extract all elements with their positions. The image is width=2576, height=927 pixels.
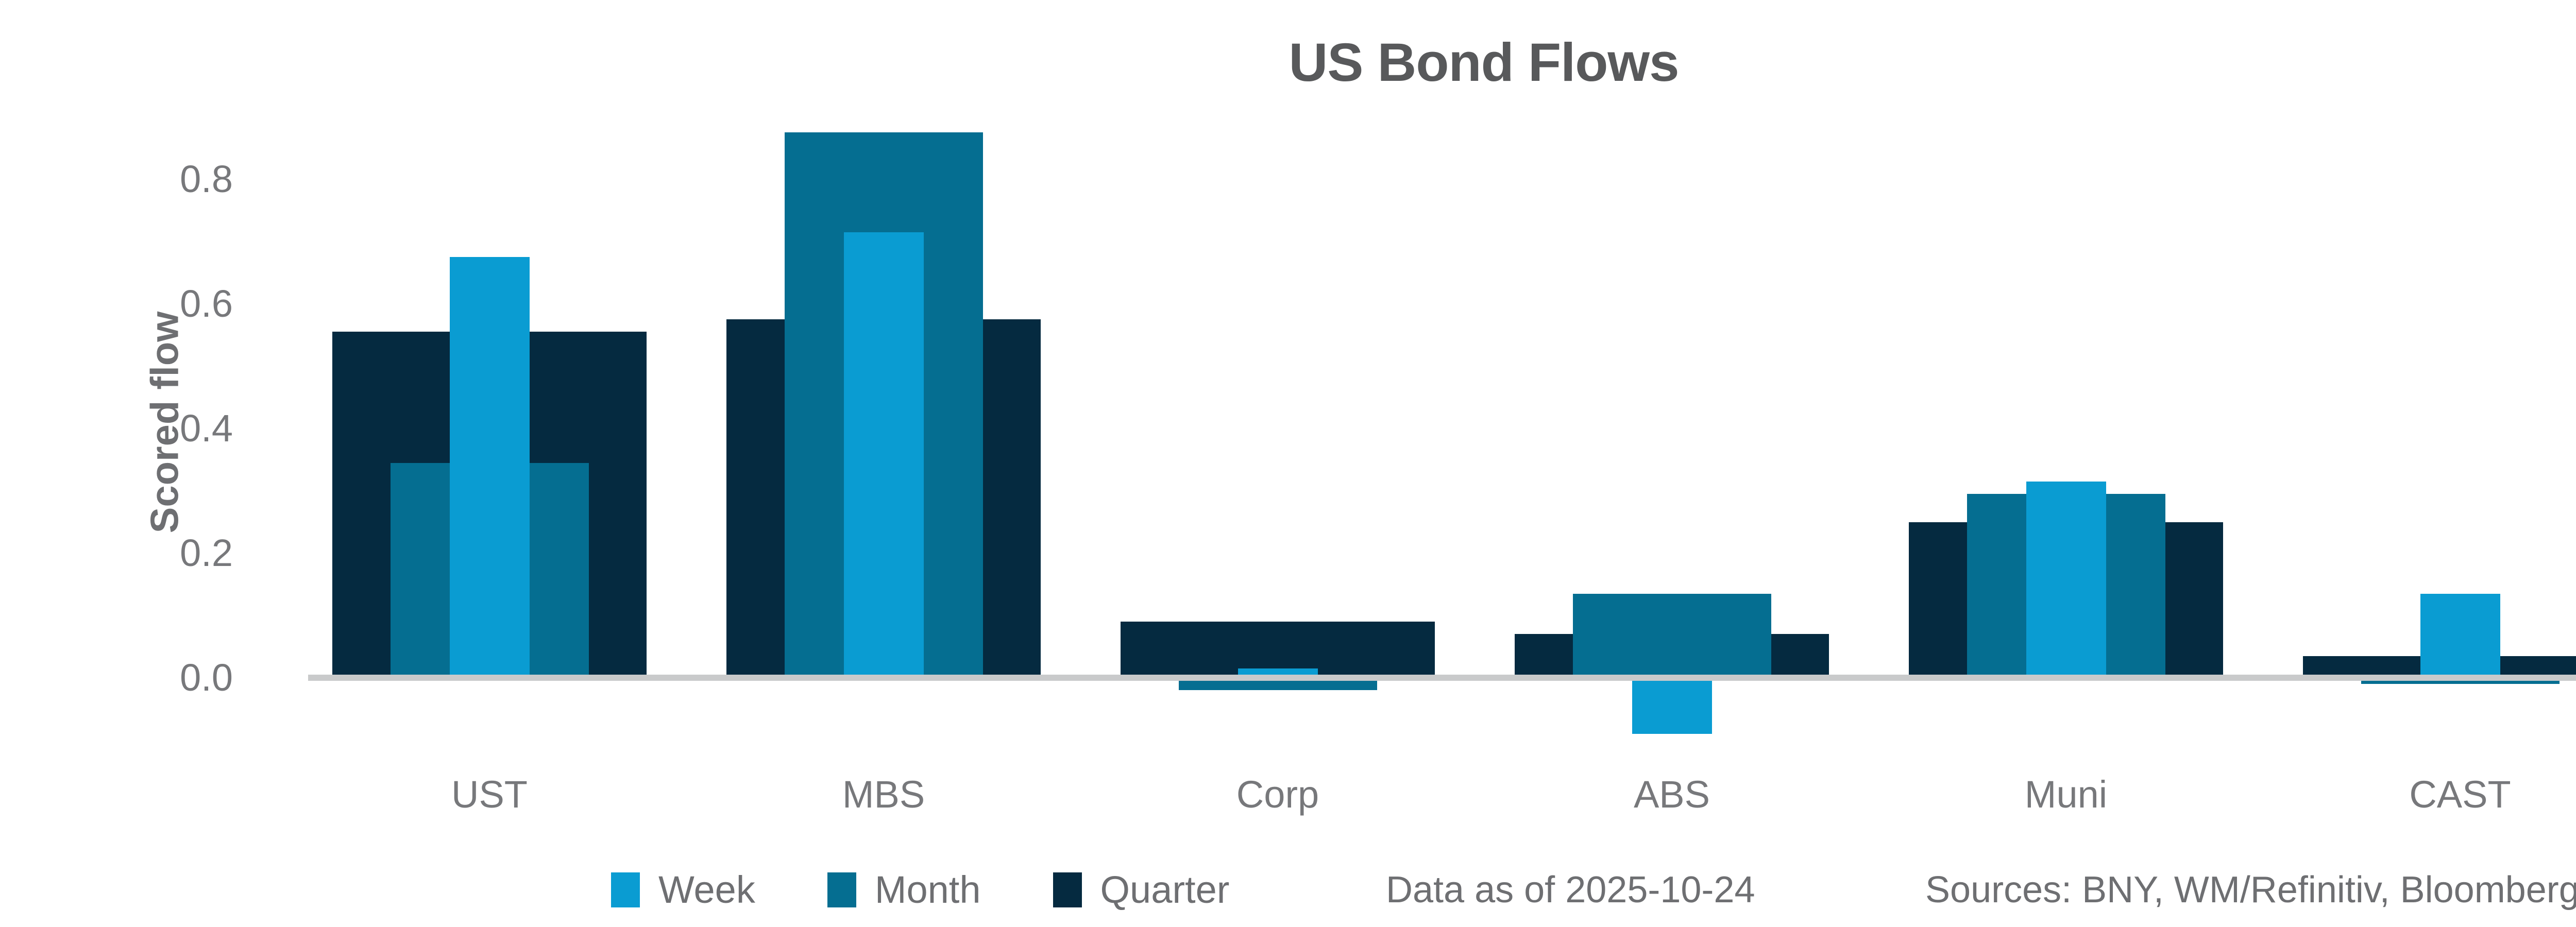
y-tick-label-0.8: 0.8 xyxy=(180,158,233,200)
category-label-ABS: ABS xyxy=(1633,773,1710,816)
bar-ABS-week xyxy=(1632,681,1712,734)
legend-swatch-quarter-icon xyxy=(1053,872,1082,907)
category-label-MBS: MBS xyxy=(842,773,925,816)
category-label-CAST: CAST xyxy=(2409,773,2511,816)
legend: Week Month Quarter xyxy=(611,869,1229,911)
data-as-of-text: Data as of 2025-10-24 xyxy=(1386,869,1755,911)
legend-item-quarter: Quarter xyxy=(1053,868,1230,911)
bar-MBS-week xyxy=(844,232,924,675)
legend-item-month: Month xyxy=(827,869,981,911)
legend-swatch-week-icon xyxy=(611,872,640,907)
y-tick-label-0.0: 0.0 xyxy=(180,656,233,699)
bar-Muni-week xyxy=(2026,482,2106,675)
bar-UST-week xyxy=(450,257,530,675)
category-label-Corp: Corp xyxy=(1236,773,1319,816)
x-axis-line xyxy=(308,675,2576,681)
category-label-Muni: Muni xyxy=(2024,773,2108,816)
bar-CAST-month xyxy=(2361,681,2560,684)
bar-CAST-week xyxy=(2420,594,2500,675)
y-tick-label-0.4: 0.4 xyxy=(180,407,233,450)
page-title: US Bond Flows xyxy=(1289,32,1680,93)
legend-label-week: Week xyxy=(658,868,755,911)
bar-ABS-month xyxy=(1573,594,1771,675)
bar-Corp-week xyxy=(1238,668,1318,675)
legend-swatch-month-icon xyxy=(827,872,856,907)
legend-label-month: Month xyxy=(874,868,981,911)
y-tick-label-0.2: 0.2 xyxy=(180,531,233,574)
category-label-UST: UST xyxy=(451,773,528,816)
legend-item-week: Week xyxy=(611,869,755,911)
bar-Corp-month xyxy=(1179,681,1377,690)
y-tick-label-0.6: 0.6 xyxy=(180,282,233,325)
bar-Corp-quarter xyxy=(1121,622,1435,675)
legend-label-quarter: Quarter xyxy=(1100,868,1230,911)
sources-text: Sources: BNY, WM/Refinitiv, Bloomberg xyxy=(1925,869,2576,911)
